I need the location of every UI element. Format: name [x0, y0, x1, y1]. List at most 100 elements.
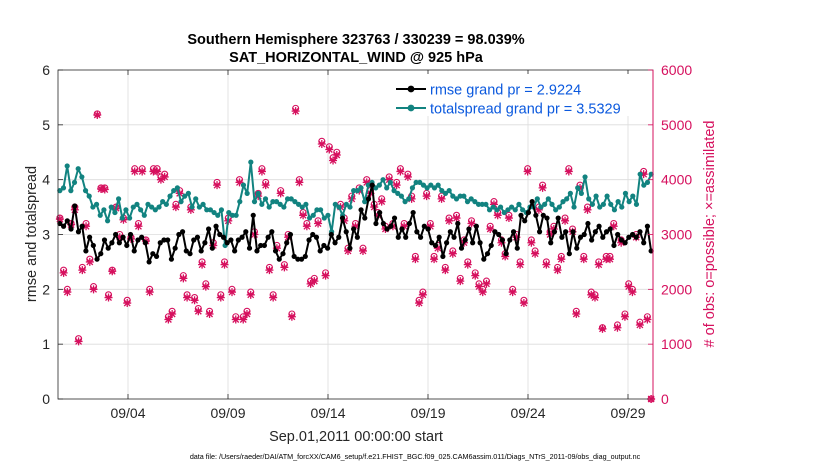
- rmse-point: [488, 242, 494, 249]
- rmse-point: [600, 234, 606, 240]
- spread-point: [520, 207, 526, 213]
- rmse-point: [403, 234, 409, 240]
- obs-assimilated-marker: [478, 288, 487, 297]
- rmse-point: [351, 226, 357, 232]
- chart-title-line2: SAT_HORIZONTAL_WIND @ 925 hPa: [229, 50, 484, 66]
- y-axis-right-label: # of obs: o=possible; ×=assimilated: [702, 121, 718, 348]
- obs-assimilated-marker: [272, 244, 281, 253]
- rmse-point: [298, 256, 305, 262]
- spread-point: [171, 188, 177, 194]
- rmse-point: [574, 245, 580, 251]
- obs-assimilated-marker: [422, 192, 431, 201]
- obs-assimilated-marker: [138, 167, 147, 176]
- rmse-point: [142, 240, 148, 246]
- obs-assimilated-marker: [317, 140, 326, 149]
- spread-point: [490, 204, 496, 210]
- obs-assimilated-marker: [516, 260, 525, 269]
- obs-assimilated-marker: [314, 219, 323, 228]
- rmse-point: [258, 242, 264, 249]
- rmse-point: [284, 240, 290, 246]
- rmse-point: [581, 231, 587, 238]
- spread-point: [461, 193, 467, 199]
- rmse-point: [64, 218, 70, 224]
- obs-assimilated-marker: [377, 197, 386, 206]
- data-file-footnote: data file: /Users/raeder/DAI/ATM_forcXX/…: [190, 452, 641, 461]
- obs-assimilated-marker: [89, 285, 98, 294]
- rmse-point: [246, 245, 253, 251]
- obs-assimilated-marker: [538, 183, 547, 192]
- spread-point: [237, 199, 243, 205]
- rmse-point: [544, 215, 550, 221]
- obs-assimilated-marker: [594, 260, 603, 269]
- spread-point: [604, 193, 610, 199]
- spread-point: [402, 199, 408, 205]
- obs-assimilated-marker: [497, 238, 506, 247]
- rmse-point: [525, 209, 532, 216]
- obs-assimilated-marker: [160, 172, 169, 181]
- obs-assimilated-marker: [598, 324, 607, 333]
- x-axis-label: Sep.01,2011 00:00:00 start: [269, 429, 443, 445]
- obs-assimilated-marker: [104, 293, 113, 302]
- spread-point: [464, 199, 471, 205]
- spread-point: [556, 204, 562, 210]
- spread-point: [479, 201, 485, 207]
- rmse-point: [105, 245, 111, 251]
- rmse-point: [228, 237, 234, 243]
- obs-assimilated-marker: [583, 205, 592, 214]
- rmse-point: [239, 234, 245, 240]
- spread-point: [608, 201, 614, 207]
- obs-assimilated-marker: [493, 211, 502, 220]
- spread-point: [211, 209, 217, 216]
- obs-assimilated-marker: [85, 257, 94, 266]
- spread-point: [251, 199, 258, 205]
- spread-point: [152, 207, 158, 213]
- obs-assimilated-marker: [392, 181, 401, 190]
- rmse-point: [276, 256, 282, 262]
- rmse-point: [336, 234, 342, 240]
- legend-background: [392, 74, 650, 116]
- rmse-point: [484, 251, 491, 257]
- spread-point: [560, 199, 566, 205]
- spread-point: [567, 190, 573, 196]
- spread-point: [160, 199, 166, 205]
- obs-assimilated-marker: [246, 290, 255, 299]
- spread-point: [292, 199, 298, 205]
- obs-assimilated-marker: [179, 274, 188, 283]
- spread-point: [163, 201, 169, 207]
- spread-point: [134, 201, 140, 207]
- y-left-tick-label: 2: [42, 281, 50, 297]
- rmse-point: [217, 231, 223, 238]
- data-series: [57, 159, 654, 265]
- spread-point: [306, 215, 313, 221]
- spread-point: [391, 188, 397, 194]
- x-tick-label: 09/19: [410, 405, 445, 421]
- obs-assimilated-marker: [471, 271, 480, 280]
- y-right-tick-label: 6000: [661, 62, 692, 78]
- spread-point: [450, 193, 456, 199]
- rmse-point: [518, 212, 524, 218]
- rmse-point: [94, 256, 100, 262]
- obs-assimilated-marker: [310, 277, 319, 286]
- rmse-point: [436, 234, 442, 240]
- spread-point: [248, 159, 254, 165]
- spread-point: [387, 179, 393, 186]
- x-tick-label: 09/29: [610, 405, 645, 421]
- obs-assimilated-marker: [145, 288, 154, 297]
- legend: rmse grand pr = 2.9224 totalspread grand…: [392, 74, 650, 118]
- spread-point: [218, 207, 225, 213]
- spread-point: [648, 171, 654, 177]
- spread-point: [439, 188, 445, 194]
- spread-point: [571, 204, 577, 210]
- rmse-point: [101, 237, 108, 243]
- spread-point: [626, 199, 632, 205]
- rmse-point: [470, 240, 476, 246]
- spread-point: [68, 188, 74, 194]
- rmse-point: [131, 248, 137, 254]
- obs-assimilated-marker: [190, 296, 199, 305]
- y-left-tick-label: 6: [42, 62, 50, 78]
- spread-point: [589, 201, 595, 207]
- rmse-point: [139, 234, 145, 240]
- spread-point: [516, 201, 522, 207]
- spread-point: [303, 201, 309, 207]
